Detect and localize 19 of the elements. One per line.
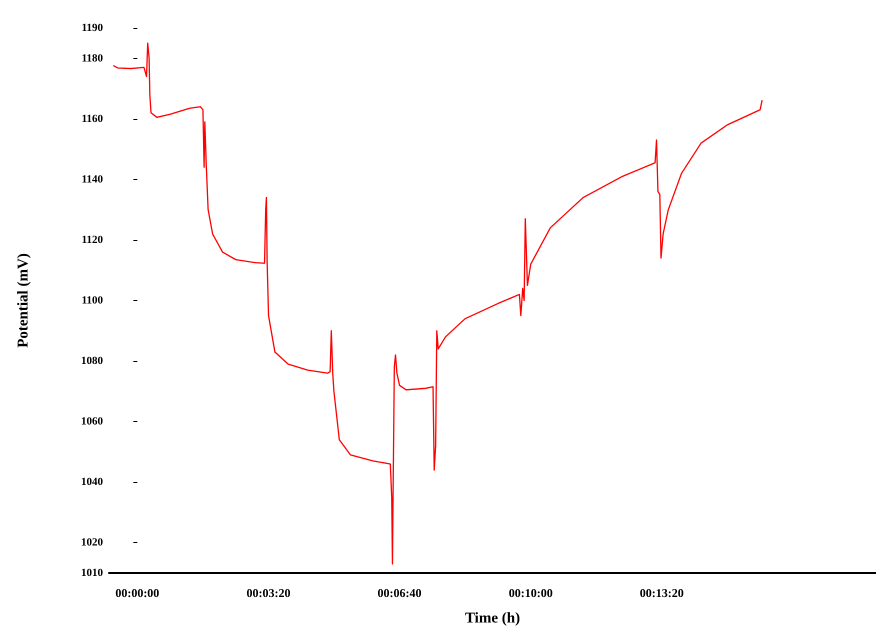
x-axis-title: Time (h) <box>464 610 520 626</box>
y-axis-title: Potential (mV) <box>16 253 32 348</box>
x-tick-label: 00:10:00 <box>508 586 553 600</box>
line-series <box>113 42 763 565</box>
y-tick-label: 1080 <box>81 355 104 368</box>
y-tick-label: 1120 <box>82 234 104 246</box>
x-tick-label: 00:06:40 <box>378 586 422 600</box>
y-tick-label: 1100 <box>82 294 104 306</box>
x-tick-label: 00:13:20 <box>640 586 684 600</box>
y-tick-label: 1180 <box>82 52 104 64</box>
y-tick-label: 1060 <box>81 416 104 428</box>
y-tick-label: 1140 <box>82 173 104 186</box>
y-tick-label: 1190 <box>82 22 104 34</box>
x-tick-label: 00:00:00 <box>115 586 160 600</box>
x-tick-label: 00:03:20 <box>246 586 291 600</box>
y-tick-label: 1010 <box>81 567 104 579</box>
y-tick-label: 1040 <box>81 476 104 488</box>
y-tick-label: 1160 <box>82 112 104 125</box>
y-tick-label: 1020 <box>81 536 104 549</box>
